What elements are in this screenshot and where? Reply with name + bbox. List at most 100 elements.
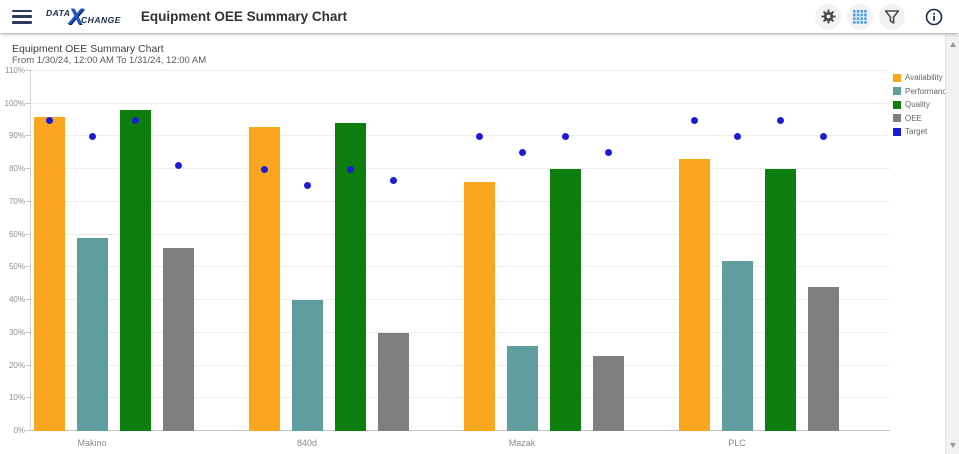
bar-oee-makino [163, 247, 194, 431]
bar-slot [722, 71, 753, 431]
bar-slot [765, 71, 796, 431]
bar-group-plc: PLC [679, 71, 839, 448]
chart-card: Equipment OEE Summary Chart From 1/30/24… [0, 35, 951, 454]
legend: Availability Performance Quality OEE Target [893, 73, 951, 136]
scroll-down-arrow-icon[interactable] [946, 438, 959, 452]
target-dot-makino-performance [89, 132, 96, 140]
bar-slot [77, 71, 108, 431]
target-dot-840d-availability [261, 165, 268, 173]
bar-group-mazak: Mazak [464, 71, 624, 448]
legend-label: Target [905, 127, 928, 136]
bar-groups: Makino 840d Mazak PLC [31, 71, 890, 448]
y-axis-tick-label: 20% [8, 360, 25, 370]
y-axis-tick-label: 30% [8, 327, 25, 337]
info-button[interactable] [921, 4, 947, 30]
target-dot-mazak-quality [562, 132, 569, 140]
y-axis-tick-label: 90% [8, 131, 25, 141]
logo-x: X [68, 3, 84, 29]
target-dot-plc-quality [777, 116, 784, 124]
legend-swatch [893, 87, 901, 95]
y-axis-tick [26, 430, 31, 431]
y-axis-tick-label: 70% [8, 196, 25, 206]
gridline [31, 233, 890, 235]
target-dot-mazak-performance [519, 149, 526, 157]
y-axis-tick [26, 135, 31, 137]
bar-performance-840d [292, 300, 323, 431]
bar-group-makino: Makino [34, 71, 194, 448]
bar-quality-makino [120, 110, 151, 431]
bar-availability-plc [679, 159, 710, 431]
gridline [31, 168, 890, 170]
gridline [31, 102, 890, 104]
y-axis-tick [26, 200, 31, 202]
gridline [31, 70, 890, 71]
gear-icon [820, 9, 836, 24]
bar-slot [464, 71, 495, 431]
logo-text-left: DATA [46, 7, 71, 18]
dataxchange-logo: DATA X CHANGE [46, 3, 121, 29]
menu-icon[interactable] [12, 9, 32, 24]
gridline [31, 331, 890, 333]
bar-oee-mazak [593, 355, 624, 431]
y-axis-tick-label: 80% [8, 164, 25, 174]
bar-slot [34, 71, 65, 431]
legend-item-performance[interactable]: Performance [893, 87, 951, 96]
y-axis-tick [26, 70, 31, 71]
legend-item-oee[interactable]: OEE [893, 114, 951, 123]
bar-slot [507, 71, 538, 431]
y-axis-tick [26, 364, 31, 366]
gridline [31, 397, 890, 399]
chart-subtitle: From 1/30/24, 12:00 AM To 1/31/24, 12:00… [12, 55, 207, 66]
bar-slot [163, 71, 194, 431]
bar-slot [808, 71, 839, 431]
bar-quality-840d [335, 123, 366, 431]
target-dot-makino-quality [132, 116, 139, 124]
bar-performance-plc [722, 260, 753, 431]
legend-item-target[interactable]: Target [893, 127, 951, 136]
grid-view-button[interactable] [847, 3, 873, 30]
bar-group-840d: 840d [249, 71, 409, 448]
x-axis-label: Mazak [508, 438, 536, 448]
target-dot-mazak-oee [605, 149, 612, 157]
bar-slot [249, 71, 280, 431]
gridline [31, 430, 890, 431]
chart-title: Equipment OEE Summary Chart [12, 43, 164, 55]
toolbar [815, 3, 947, 30]
legend-item-availability[interactable]: Availability [893, 73, 951, 82]
y-axis-tick-label: 40% [8, 295, 25, 305]
target-dot-makino-oee [175, 162, 182, 170]
bar-slot [550, 71, 581, 431]
y-axis-tick [26, 331, 31, 333]
scroll-up-arrow-icon[interactable] [946, 37, 959, 51]
legend-item-quality[interactable]: Quality [893, 100, 951, 109]
bar-slot [679, 71, 710, 431]
app-bar: DATA X CHANGE Equipment OEE Summary Char… [0, 0, 959, 33]
info-icon [925, 8, 943, 26]
filter-icon [885, 9, 899, 24]
filter-button[interactable] [879, 3, 905, 30]
settings-button[interactable] [815, 3, 841, 30]
y-axis-tick-label: 100% [4, 98, 25, 108]
y-axis-tick [26, 266, 31, 268]
gridline [31, 266, 890, 268]
legend-label: Quality [905, 100, 930, 109]
y-axis-tick [26, 233, 31, 235]
x-axis-label: 840d [296, 438, 318, 448]
target-dot-840d-quality [347, 165, 354, 173]
vertical-scrollbar[interactable] [945, 35, 959, 454]
y-axis-tick-label: 110% [5, 66, 25, 75]
y-axis-tick [26, 299, 31, 301]
legend-swatch [893, 114, 901, 122]
bar-availability-840d [249, 126, 280, 431]
gridline [31, 299, 890, 301]
legend-swatch [893, 73, 901, 82]
target-dot-plc-performance [734, 132, 741, 140]
target-dot-plc-oee [820, 132, 827, 140]
bar-performance-makino [77, 237, 108, 431]
bar-slot [378, 71, 409, 431]
y-axis-tick [26, 397, 31, 399]
y-axis-tick-label: 60% [8, 229, 25, 239]
target-dot-840d-oee [390, 177, 397, 185]
gridline [31, 200, 890, 202]
bar-slot [292, 71, 323, 431]
